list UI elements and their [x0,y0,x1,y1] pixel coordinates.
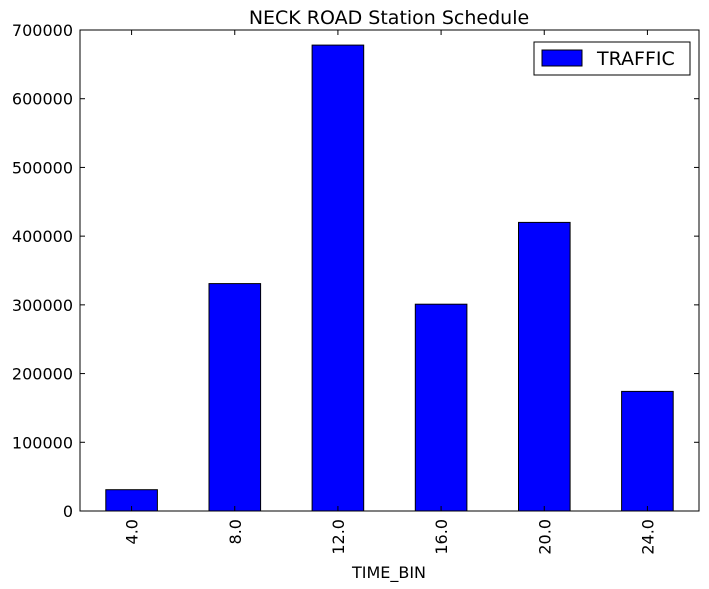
x-tick-label: 4.0 [123,519,142,544]
x-tick-label: 20.0 [535,519,554,555]
legend: TRAFFIC [533,41,691,76]
y-tick-label: 100000 [12,433,73,452]
x-tick-label: 8.0 [226,519,245,544]
x-tick-label: 12.0 [329,519,348,555]
y-tick-label: 200000 [12,365,73,384]
x-tick-label: 24.0 [638,519,657,555]
y-tick-label: 0 [63,502,73,521]
bar-16.0 [414,303,468,512]
legend-label: TRAFFIC [596,48,675,70]
bar-24.0 [621,390,674,512]
bar-8.0 [208,283,262,512]
y-tick-label: 500000 [12,158,73,177]
y-tick-label: 300000 [12,296,73,315]
plot-frame [79,29,700,512]
x-tick-label: 16.0 [432,519,451,555]
y-tick-label: 400000 [12,227,73,246]
bar-20.0 [518,221,571,512]
y-tick-label: 600000 [12,90,73,109]
legend-swatch [541,49,583,67]
bar-12.0 [311,44,365,512]
y-tick-label: 700000 [12,21,73,40]
x-axis-label: TIME_BIN [351,563,426,583]
chart-title: NECK ROAD Station Schedule [249,7,529,29]
